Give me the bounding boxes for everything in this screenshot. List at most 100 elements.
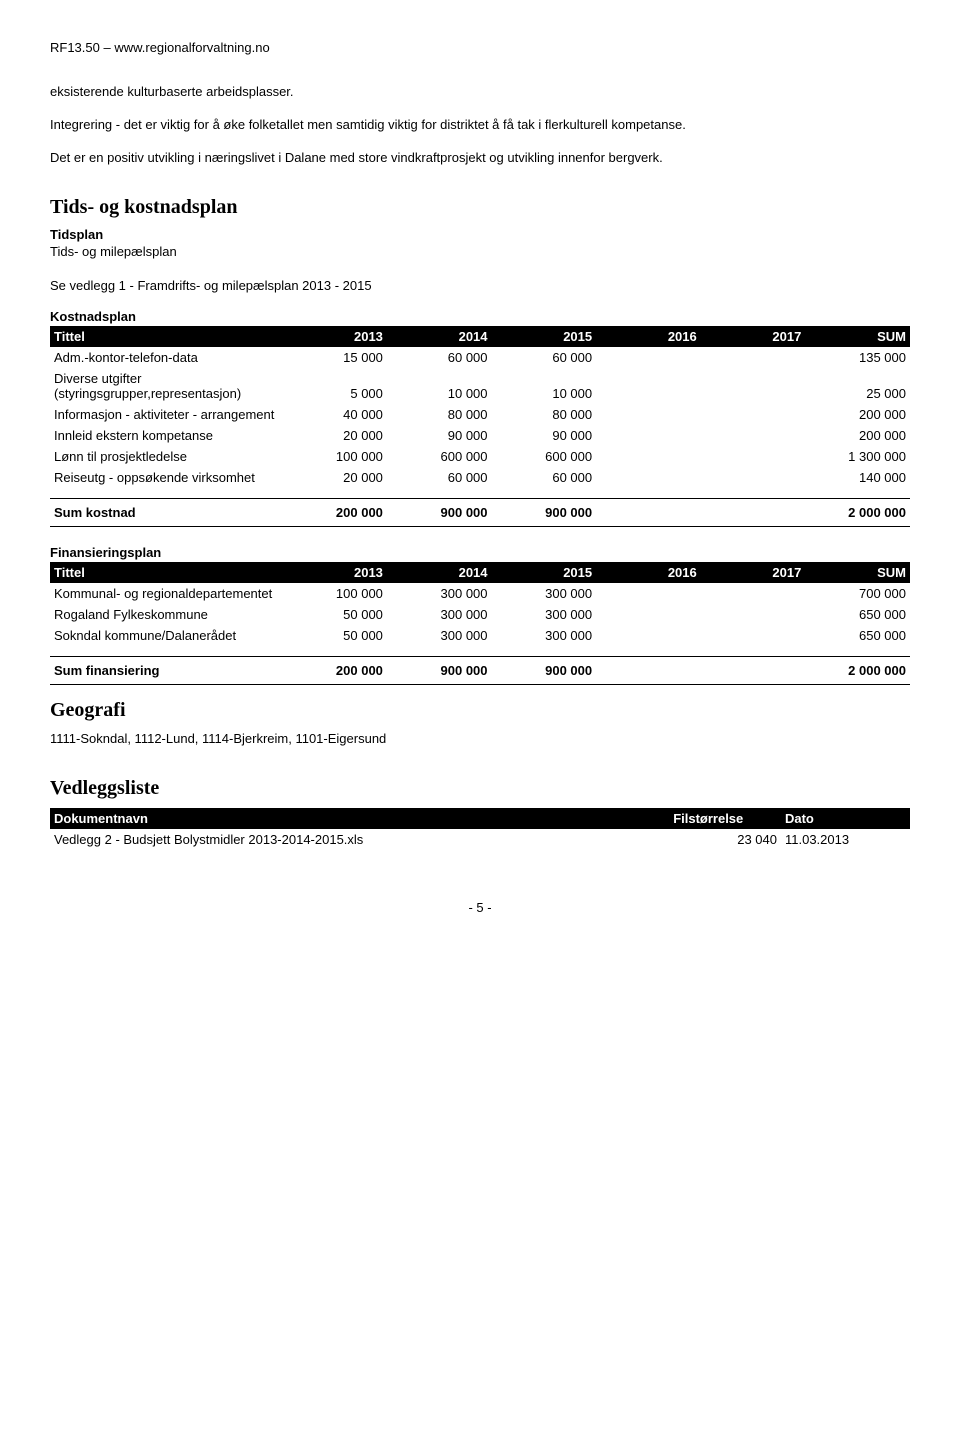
sum-total: 2 000 000 [805, 499, 910, 527]
sum-2016 [596, 499, 701, 527]
row-value: 80 000 [492, 404, 597, 425]
col-sum: SUM [805, 326, 910, 347]
row-value: 60 000 [387, 467, 492, 488]
sum-2014: 900 000 [387, 657, 492, 685]
sum-2015: 900 000 [492, 657, 597, 685]
col-2016: 2016 [596, 562, 701, 583]
row-value: 140 000 [805, 467, 910, 488]
row-value: 5 000 [282, 368, 387, 404]
sum-row: Sum kostnad 200 000 900 000 900 000 2 00… [50, 499, 910, 527]
page-number: - 5 - [50, 900, 910, 915]
row-label: Sokndal kommune/Dalanerådet [50, 625, 282, 646]
row-label: Rogaland Fylkeskommune [50, 604, 282, 625]
table-row: Adm.-kontor-telefon-data15 00060 00060 0… [50, 347, 910, 368]
col-sum: SUM [805, 562, 910, 583]
row-value [596, 368, 701, 404]
table-header-row: Dokumentnavn Filstørrelse Dato [50, 808, 910, 829]
sum-2015: 900 000 [492, 499, 597, 527]
row-value [701, 404, 806, 425]
sum-total: 2 000 000 [805, 657, 910, 685]
doc-date: 11.03.2013 [781, 829, 910, 850]
row-value: 1 300 000 [805, 446, 910, 467]
table-row: Rogaland Fylkeskommune50 000300 000300 0… [50, 604, 910, 625]
row-value: 300 000 [492, 604, 597, 625]
row-value: 60 000 [492, 347, 597, 368]
row-value: 90 000 [387, 425, 492, 446]
row-label: Adm.-kontor-telefon-data [50, 347, 282, 368]
row-value: 25 000 [805, 368, 910, 404]
section-title-vedlegg: Vedleggsliste [50, 777, 910, 800]
table-row: Innleid ekstern kompetanse20 00090 00090… [50, 425, 910, 446]
col-2014: 2014 [387, 326, 492, 347]
sum-label: Sum finansiering [50, 657, 282, 685]
table-row: Diverse utgifter (styringsgrupper,repres… [50, 368, 910, 404]
sum-2013: 200 000 [282, 657, 387, 685]
table-row: Reiseutg - oppsøkende virksomhet20 00060… [50, 467, 910, 488]
col-2015: 2015 [492, 326, 597, 347]
row-value: 15 000 [282, 347, 387, 368]
row-value: 100 000 [282, 446, 387, 467]
table-header-row: Tittel 2013 2014 2015 2016 2017 SUM [50, 326, 910, 347]
vedlegg-note: Se vedlegg 1 - Framdrifts- og milepælspl… [50, 277, 910, 296]
table-row: Kommunal- og regionaldepartementet100 00… [50, 583, 910, 604]
row-value [596, 583, 701, 604]
row-value: 300 000 [387, 625, 492, 646]
row-value: 135 000 [805, 347, 910, 368]
row-value: 300 000 [387, 583, 492, 604]
row-label: Informasjon - aktiviteter - arrangement [50, 404, 282, 425]
row-value [596, 446, 701, 467]
sum-row: Sum finansiering 200 000 900 000 900 000… [50, 657, 910, 685]
tidsplan-sub: Tids- og milepælsplan [50, 244, 910, 259]
row-value: 10 000 [387, 368, 492, 404]
row-value: 650 000 [805, 625, 910, 646]
table-row: Sokndal kommune/Dalanerådet50 000300 000… [50, 625, 910, 646]
row-value: 80 000 [387, 404, 492, 425]
row-value: 60 000 [492, 467, 597, 488]
table-row: Vedlegg 2 - Budsjett Bolystmidler 2013-2… [50, 829, 910, 850]
row-value: 90 000 [492, 425, 597, 446]
kostnadsplan-table: Tittel 2013 2014 2015 2016 2017 SUM Adm.… [50, 326, 910, 488]
vedlegg-table: Dokumentnavn Filstørrelse Dato Vedlegg 2… [50, 808, 910, 850]
table-row: Lønn til prosjektledelse100 000600 00060… [50, 446, 910, 467]
row-label: Lønn til prosjektledelse [50, 446, 282, 467]
sum-label: Sum kostnad [50, 499, 282, 527]
col-2013: 2013 [282, 562, 387, 583]
intro-para2: Integrering - det er viktig for å øke fo… [50, 116, 910, 135]
col-2016: 2016 [596, 326, 701, 347]
row-value [701, 425, 806, 446]
row-value: 200 000 [805, 425, 910, 446]
finansiering-title: Finansieringsplan [50, 545, 910, 560]
row-value: 20 000 [282, 425, 387, 446]
col-tittel: Tittel [50, 562, 282, 583]
kostnadsplan-sum-table: Sum kostnad 200 000 900 000 900 000 2 00… [50, 498, 910, 527]
row-value: 600 000 [387, 446, 492, 467]
row-value [701, 625, 806, 646]
table-header-row: Tittel 2013 2014 2015 2016 2017 SUM [50, 562, 910, 583]
row-value: 10 000 [492, 368, 597, 404]
row-value: 300 000 [492, 583, 597, 604]
tidsplan-label: Tidsplan [50, 227, 910, 242]
row-value [701, 368, 806, 404]
col-2014: 2014 [387, 562, 492, 583]
col-2017: 2017 [701, 562, 806, 583]
row-value: 200 000 [805, 404, 910, 425]
row-value: 50 000 [282, 604, 387, 625]
sum-2016 [596, 657, 701, 685]
col-2013: 2013 [282, 326, 387, 347]
row-label: Kommunal- og regionaldepartementet [50, 583, 282, 604]
row-value [596, 604, 701, 625]
finansiering-sum-table: Sum finansiering 200 000 900 000 900 000… [50, 656, 910, 685]
row-value [596, 625, 701, 646]
col-filstorrelse: Filstørrelse [669, 808, 781, 829]
row-value: 300 000 [387, 604, 492, 625]
sum-2017 [701, 657, 806, 685]
row-value: 20 000 [282, 467, 387, 488]
row-value: 50 000 [282, 625, 387, 646]
sum-2017 [701, 499, 806, 527]
intro-line1: eksisterende kulturbaserte arbeidsplasse… [50, 83, 910, 102]
row-value: 700 000 [805, 583, 910, 604]
row-value [596, 347, 701, 368]
row-label: Reiseutg - oppsøkende virksomhet [50, 467, 282, 488]
row-value [701, 467, 806, 488]
section-title-geografi: Geografi [50, 699, 910, 722]
